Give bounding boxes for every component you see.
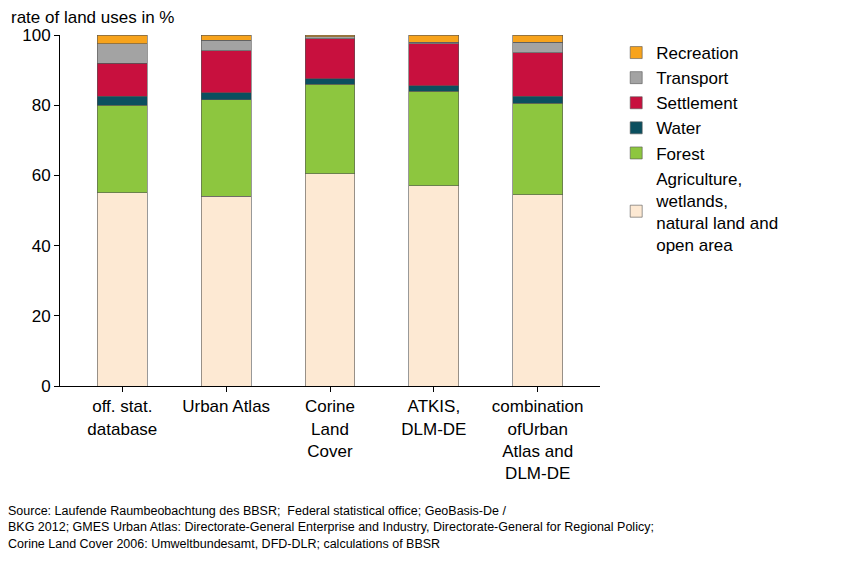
svg-text:0: 0 bbox=[41, 377, 50, 396]
svg-text:off. stat.database: off. stat.database bbox=[87, 397, 157, 438]
svg-text:Water: Water bbox=[656, 119, 701, 138]
svg-text:ATKIS,DLM-DE: ATKIS,DLM-DE bbox=[401, 397, 466, 438]
svg-text:100: 100 bbox=[22, 26, 50, 45]
svg-text:Forest: Forest bbox=[656, 145, 704, 164]
svg-text:Recreation: Recreation bbox=[656, 44, 738, 63]
svg-text:80: 80 bbox=[32, 96, 51, 115]
svg-text:Urban Atlas: Urban Atlas bbox=[182, 397, 270, 416]
svg-text:40: 40 bbox=[32, 237, 51, 256]
svg-text:rate of land uses in %: rate of land uses in % bbox=[11, 8, 174, 27]
svg-text:60: 60 bbox=[32, 166, 51, 185]
svg-text:Settlement: Settlement bbox=[656, 94, 738, 113]
svg-text:Agriculture,wetlands,natural l: Agriculture,wetlands,natural land andope… bbox=[655, 170, 778, 255]
svg-text:CorineLandCover: CorineLandCover bbox=[305, 397, 355, 460]
svg-text:Source: Laufende Raumbeobachtu: Source: Laufende Raumbeobachtung des BBS… bbox=[8, 504, 654, 551]
svg-text:Transport: Transport bbox=[656, 69, 728, 88]
svg-text:20: 20 bbox=[32, 307, 51, 326]
svg-text:combinationofUrbanAtlas andDLM: combinationofUrbanAtlas andDLM-DE bbox=[492, 397, 584, 482]
